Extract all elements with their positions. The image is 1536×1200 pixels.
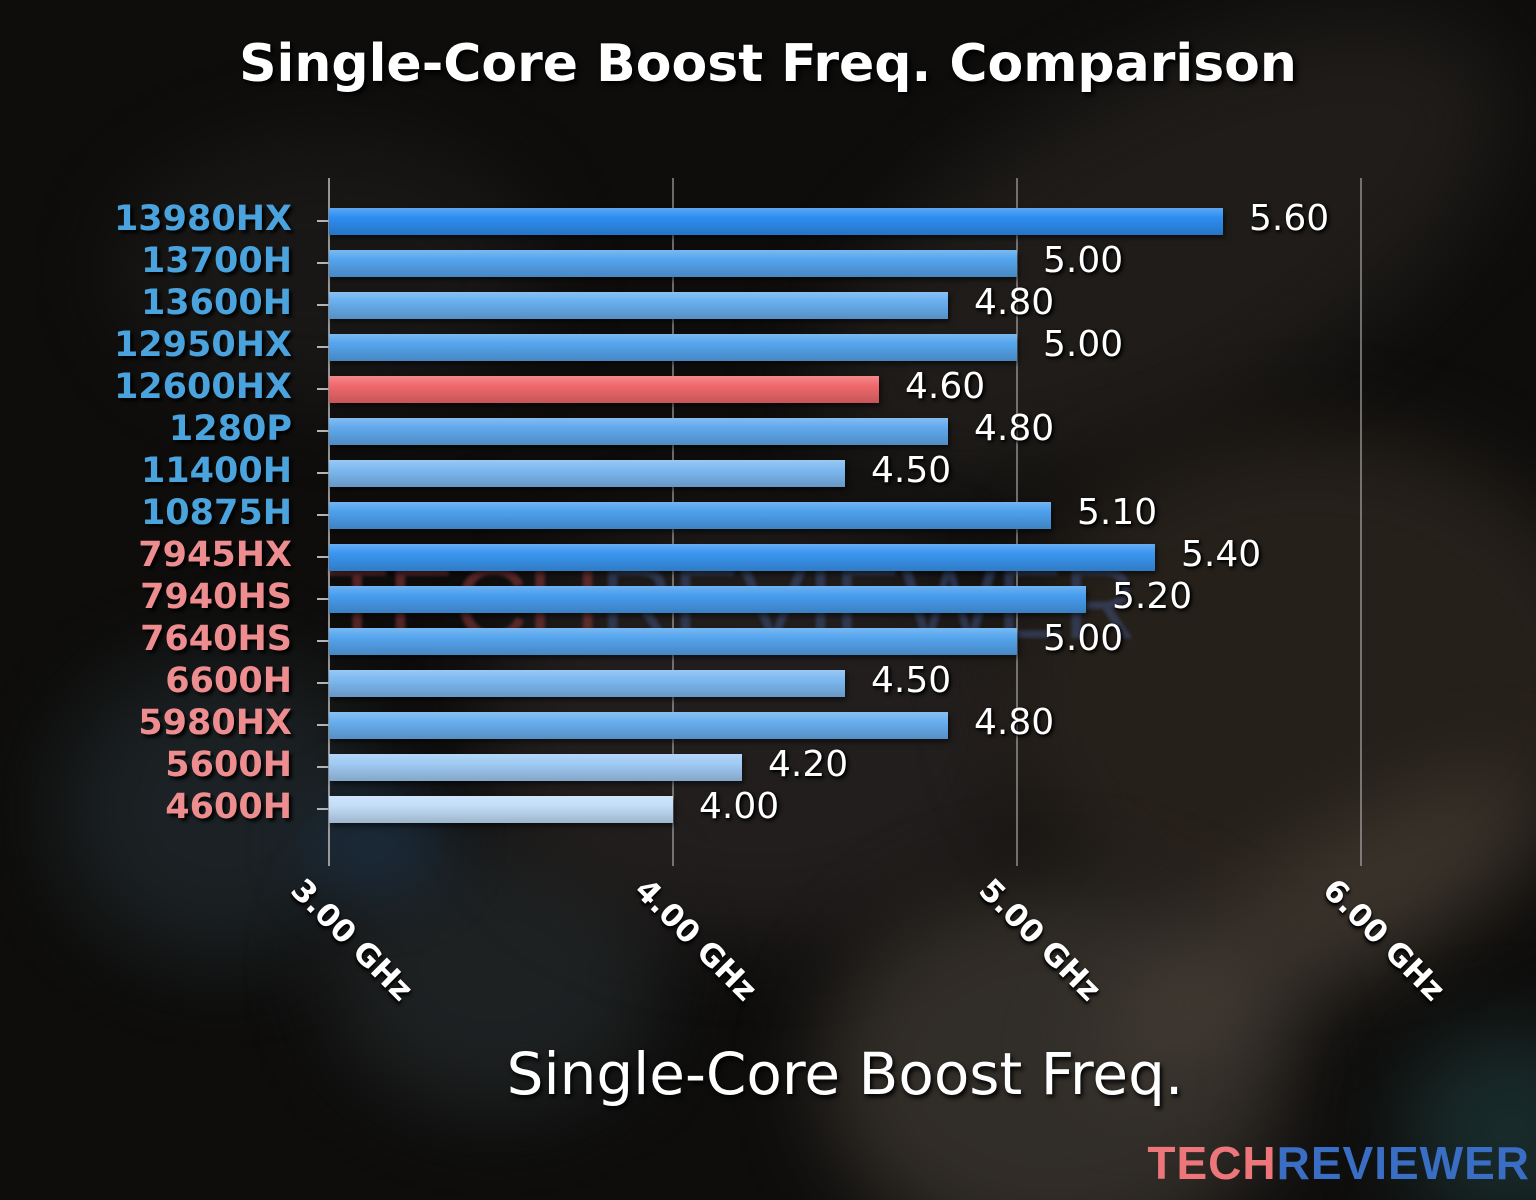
value-label-12950hx: 5.00 [1043,324,1124,365]
y-tick [317,472,329,474]
category-label-6600h: 6600H [165,661,292,701]
logo-tech: TECH [1147,1137,1277,1189]
value-label-12600hx: 4.60 [905,366,986,407]
bar-7945hx [329,543,1155,571]
value-label-7940hs: 5.20 [1112,576,1193,617]
category-label-12600hx: 12600HX [113,367,292,407]
techreviewer-logo: TECHREVIEWER [1147,1136,1530,1190]
bar-12950hx [329,333,1017,361]
value-label-13980hx: 5.60 [1249,198,1330,239]
bar-5600h [329,753,742,781]
bar-7640hs [329,627,1017,655]
category-label-7940hs: 7940HS [140,577,292,617]
category-label-12950hx: 12950HX [113,325,292,365]
y-tick [317,640,329,642]
category-label-13600h: 13600H [140,283,292,323]
y-tick [317,346,329,348]
category-label-5980hx: 5980HX [138,703,292,743]
value-label-13700h: 5.00 [1043,240,1124,281]
y-tick [317,724,329,726]
x-axis-title: Single-Core Boost Freq. [506,1040,1184,1108]
bar-12600hx [329,375,879,403]
category-label-1280p: 1280P [168,409,292,449]
bar-5980hx [329,711,948,739]
bar-1280p [329,417,948,445]
bar-10875h [329,501,1051,529]
bar-7940hs [329,585,1086,613]
value-label-5600h: 4.20 [768,744,849,785]
y-tick [317,304,329,306]
value-label-4600h: 4.00 [699,786,780,827]
category-label-13980hx: 13980HX [113,199,292,239]
category-label-11400h: 11400H [140,451,292,491]
chart-title: Single-Core Boost Freq. Comparison [239,34,1297,94]
value-label-7945hx: 5.40 [1181,534,1262,575]
value-label-6600h: 4.50 [871,660,952,701]
category-label-5600h: 5600H [165,745,292,785]
bar-4600h [329,795,673,823]
y-tick [317,808,329,810]
category-label-10875h: 10875H [140,493,292,533]
y-tick [317,766,329,768]
y-tick [317,598,329,600]
category-label-4600h: 4600H [165,787,292,827]
value-label-10875h: 5.10 [1077,492,1158,533]
value-label-7640hs: 5.00 [1043,618,1124,659]
value-label-13600h: 4.80 [974,282,1055,323]
logo-reviewer: REVIEWER [1276,1137,1530,1189]
y-tick [317,220,329,222]
value-label-5980hx: 4.80 [974,702,1055,743]
gridline-6-00-ghz [1360,178,1362,866]
y-tick [317,262,329,264]
y-tick [317,556,329,558]
y-tick [317,682,329,684]
y-tick [317,430,329,432]
y-tick [317,514,329,516]
bar-6600h [329,669,845,697]
category-label-13700h: 13700H [140,241,292,281]
bar-13600h [329,291,948,319]
value-label-1280p: 4.80 [974,408,1055,449]
category-label-7945hx: 7945HX [138,535,292,575]
value-label-11400h: 4.50 [871,450,952,491]
bar-13980hx [329,207,1223,235]
bar-11400h [329,459,845,487]
bar-13700h [329,249,1017,277]
category-label-7640hs: 7640HS [140,619,292,659]
y-tick [317,388,329,390]
